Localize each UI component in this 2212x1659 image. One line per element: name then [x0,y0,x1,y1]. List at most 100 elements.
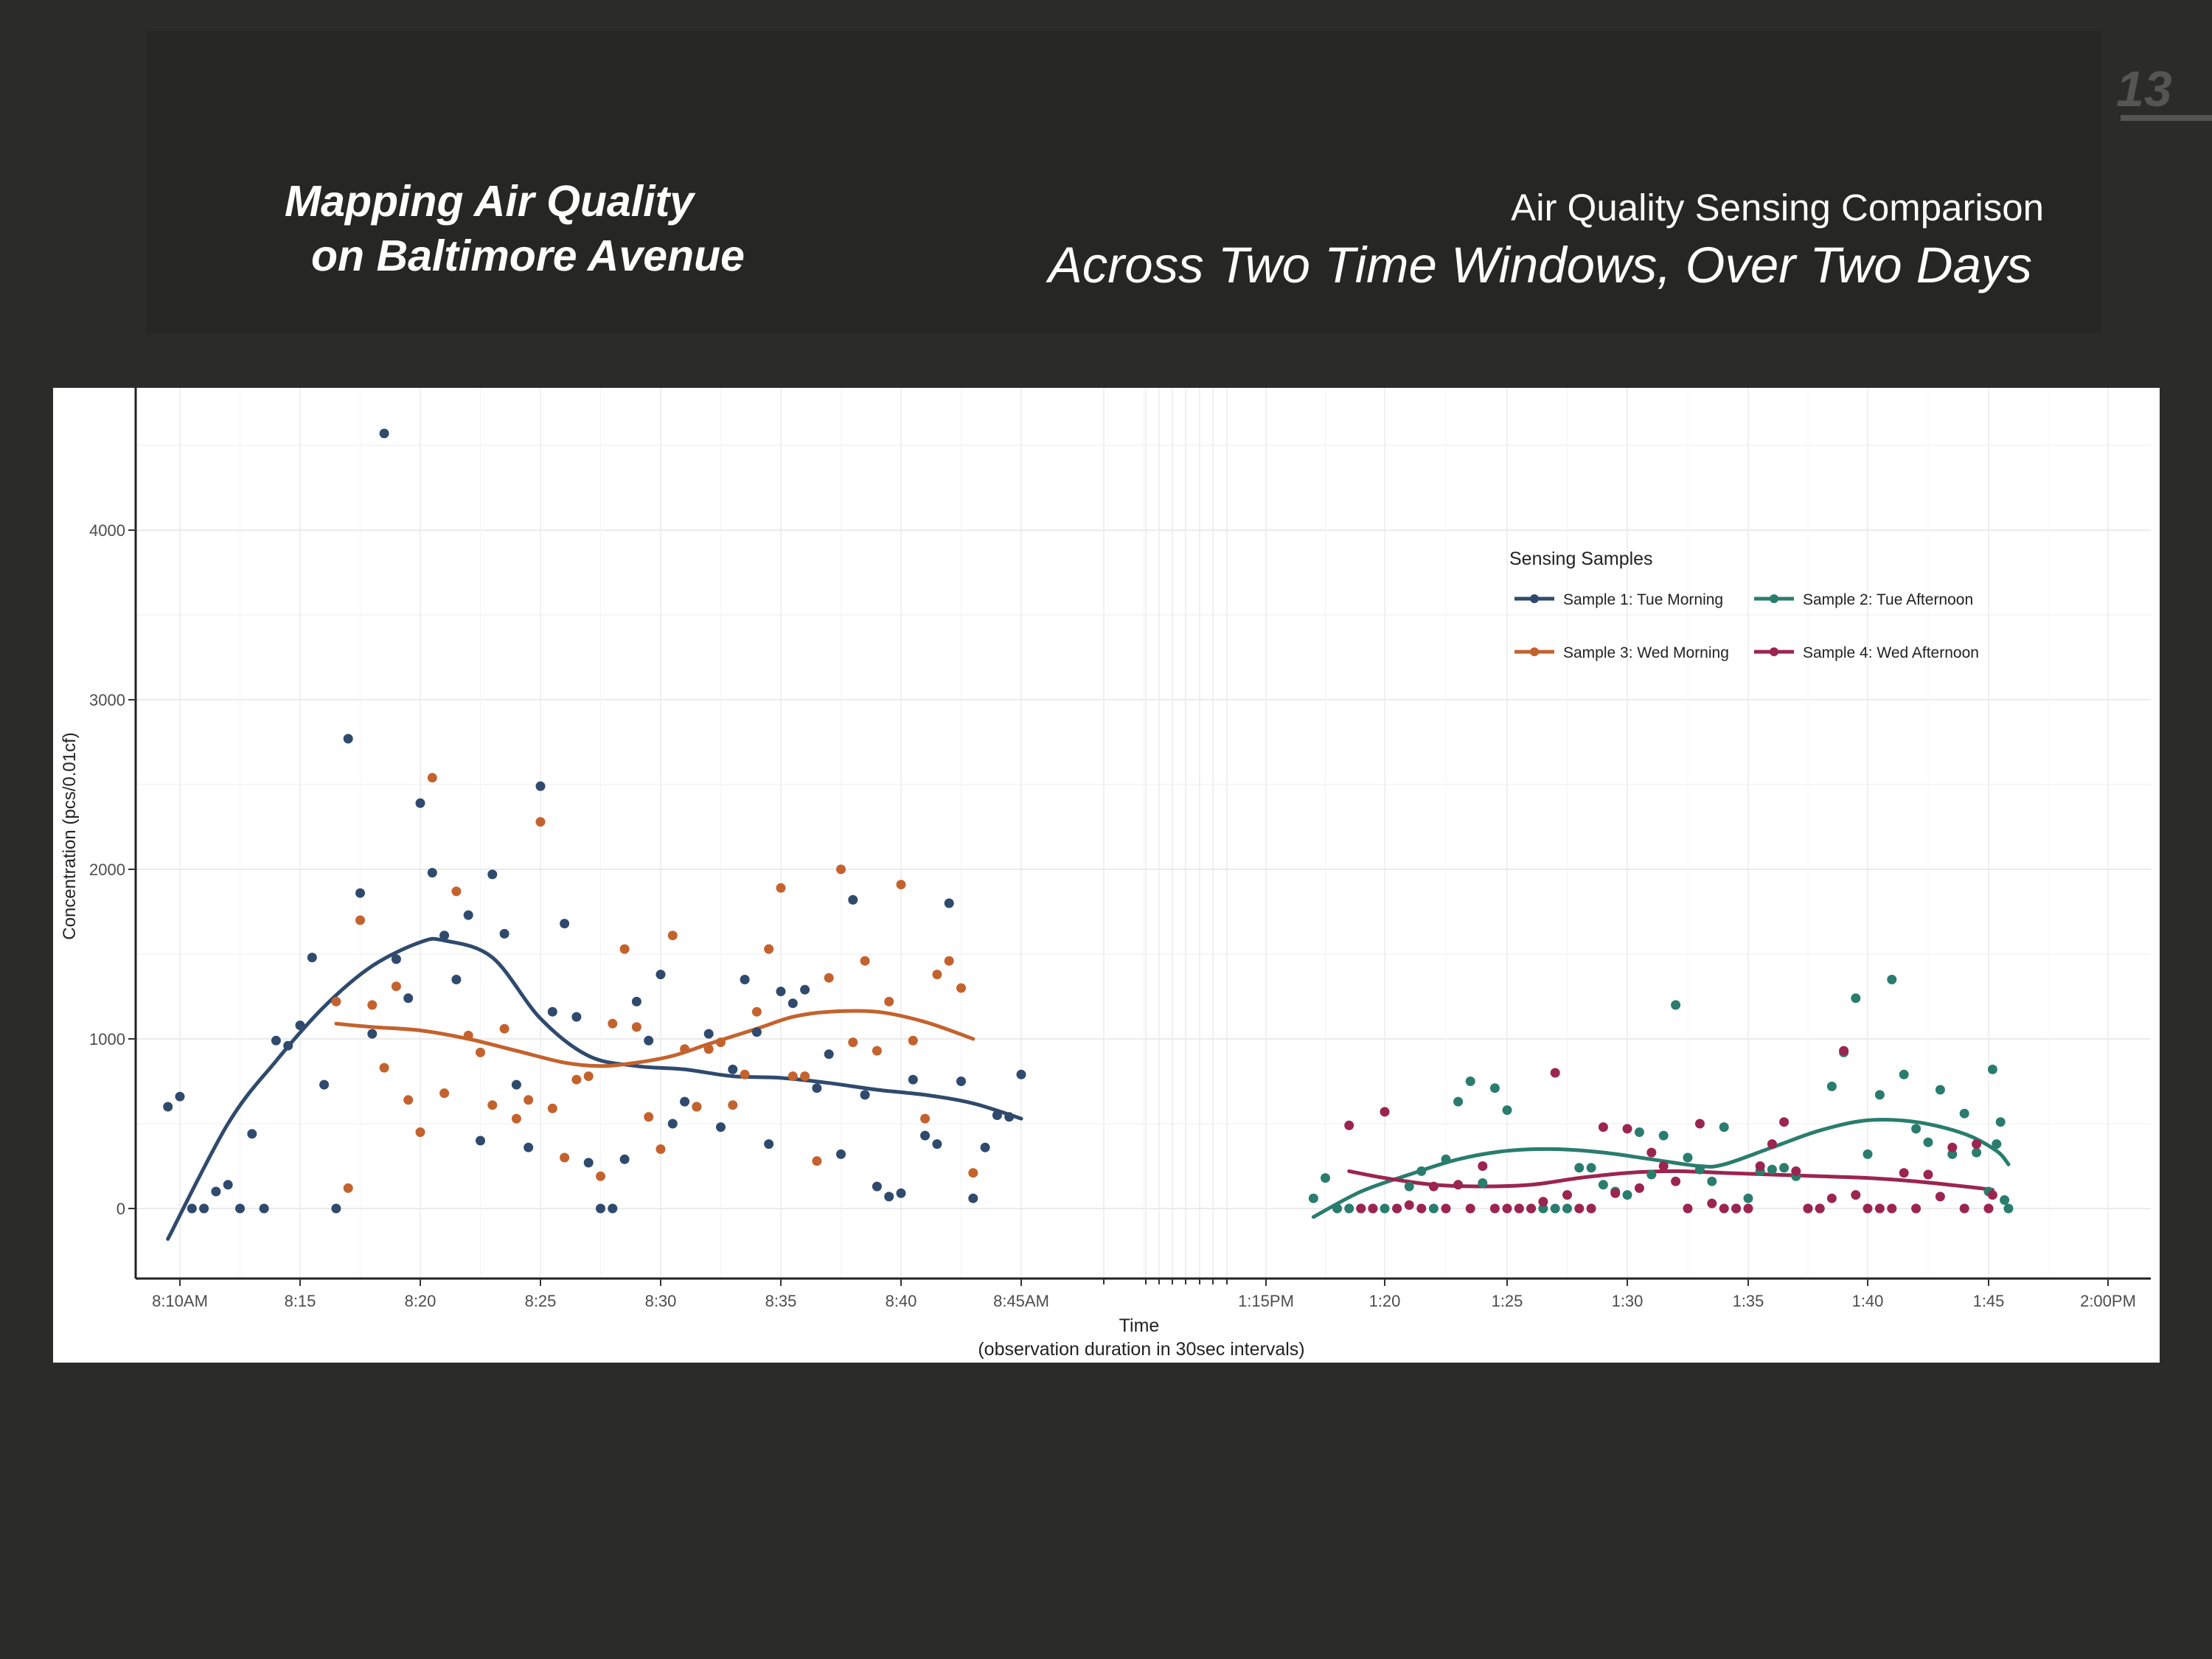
data-point-sample-4-wed-afternoon [1671,1176,1681,1186]
data-point-sample-3-wed-morning [800,1071,810,1082]
data-point-sample-2-tue-afternoon [1694,1164,1705,1175]
data-point-sample-4-wed-afternoon [1344,1120,1354,1130]
data-point-sample-1-tue-morning [776,987,786,997]
data-point-sample-1-tue-morning [680,1096,690,1107]
data-point-sample-3-wed-morning [872,1046,882,1056]
data-point-sample-3-wed-morning [740,1069,750,1079]
data-point-sample-1-tue-morning [992,1110,1002,1120]
data-point-sample-4-wed-afternoon [1851,1190,1861,1200]
data-point-sample-2-tue-afternoon [1308,1193,1318,1203]
data-point-sample-3-wed-morning [535,817,546,827]
data-point-sample-1-tue-morning [451,975,462,984]
data-point-sample-1-tue-morning [271,1035,281,1046]
data-point-sample-1-tue-morning [463,910,473,920]
data-point-sample-3-wed-morning [547,1103,557,1113]
trend-line-sample-4-wed-afternoon [1347,1169,1994,1192]
data-point-sample-1-tue-morning [199,1203,209,1214]
data-point-sample-1-tue-morning [631,996,641,1006]
legend-key-point [1530,647,1539,656]
data-point-sample-4-wed-afternoon [1356,1203,1366,1214]
x-tick-label: 1:15PM [1238,1292,1294,1310]
data-point-sample-4-wed-afternoon [1983,1203,1994,1214]
data-point-sample-2-tue-afternoon [1826,1081,1837,1091]
data-point-sample-1-tue-morning [619,1154,630,1164]
data-point-sample-1-tue-morning [716,1122,726,1133]
header-panel [146,31,2101,333]
data-point-sample-1-tue-morning [223,1180,233,1190]
data-point-sample-4-wed-afternoon [1526,1203,1537,1214]
data-point-sample-1-tue-morning [932,1139,942,1150]
data-point-sample-1-tue-morning [235,1203,245,1214]
data-point-sample-3-wed-morning [776,883,786,893]
data-point-sample-4-wed-afternoon [1947,1142,1958,1152]
data-point-sample-4-wed-afternoon [1959,1203,1969,1214]
data-point-sample-3-wed-morning [908,1035,918,1046]
data-point-sample-1-tue-morning [331,1203,341,1214]
data-point-sample-4-wed-afternoon [1622,1124,1632,1134]
trend-line-sample-3-wed-morning [334,1009,975,1068]
data-point-sample-3-wed-morning [403,1095,414,1105]
x-axis-subtitle: (observation duration in 30sec intervals… [978,1339,1304,1360]
data-point-sample-2-tue-afternoon [1489,1083,1500,1093]
data-point-sample-4-wed-afternoon [1634,1183,1644,1193]
data-point-sample-1-tue-morning [956,1077,966,1086]
deck-title-line2: on Baltimore Avenue [311,232,745,280]
data-point-sample-1-tue-morning [439,931,450,941]
data-point-sample-4-wed-afternoon [1743,1203,1753,1214]
data-point-sample-3-wed-morning [655,1144,666,1154]
data-point-sample-1-tue-morning [211,1186,221,1197]
data-point-sample-1-tue-morning [1016,1069,1026,1079]
data-point-sample-4-wed-afternoon [1911,1203,1921,1214]
data-point-sample-4-wed-afternoon [1538,1197,1548,1207]
data-point-sample-4-wed-afternoon [1887,1203,1897,1214]
data-point-sample-3-wed-morning [932,970,942,980]
data-point-sample-2-tue-afternoon [1899,1069,1909,1079]
data-point-sample-2-tue-afternoon [1947,1149,1958,1159]
data-point-sample-1-tue-morning [487,869,498,880]
data-point-sample-3-wed-morning [560,1152,570,1163]
data-point-sample-3-wed-morning [524,1095,534,1105]
x-axis-title: Time [1119,1315,1160,1336]
data-point-sample-4-wed-afternoon [1803,1203,1813,1214]
data-point-sample-1-tue-morning [511,1079,521,1090]
data-point-sample-3-wed-morning [680,1044,690,1054]
data-point-sample-3-wed-morning [391,981,401,992]
data-point-sample-1-tue-morning [655,970,666,980]
page-number-rule [2121,115,2212,121]
data-point-sample-2-tue-afternoon [1598,1180,1608,1190]
data-point-sample-4-wed-afternoon [1562,1190,1572,1200]
data-point-sample-4-wed-afternoon [1514,1203,1524,1214]
x-tick-label: 1:35 [1733,1292,1764,1310]
data-point-sample-2-tue-afternoon [1562,1203,1572,1214]
data-point-sample-2-tue-afternoon [1935,1085,1945,1095]
data-point-sample-1-tue-morning [379,428,389,439]
x-tick-label: 8:35 [765,1292,797,1310]
legend-key-point [1770,647,1778,656]
data-point-sample-4-wed-afternoon [1404,1200,1414,1210]
data-point-sample-1-tue-morning [283,1040,293,1051]
data-point-sample-1-tue-morning [403,993,414,1004]
data-point-sample-3-wed-morning [787,1071,798,1082]
data-point-sample-3-wed-morning [343,1183,353,1193]
data-point-sample-3-wed-morning [631,1022,641,1032]
data-point-sample-3-wed-morning [944,956,954,966]
slide-subtitle: Air Quality Sensing Comparison [1511,187,2044,229]
data-point-sample-4-wed-afternoon [1478,1161,1488,1171]
data-point-sample-1-tue-morning [596,1203,605,1214]
data-point-sample-2-tue-afternoon [1719,1122,1729,1133]
data-point-sample-4-wed-afternoon [1707,1198,1717,1208]
data-point-sample-2-tue-afternoon [1478,1178,1488,1188]
data-point-sample-4-wed-afternoon [1731,1203,1742,1214]
data-point-sample-2-tue-afternoon [1538,1203,1548,1214]
data-point-sample-2-tue-afternoon [1574,1163,1585,1173]
data-point-sample-3-wed-morning [667,931,678,941]
data-point-sample-2-tue-afternoon [1646,1169,1657,1180]
data-point-sample-2-tue-afternoon [1550,1203,1560,1214]
data-point-sample-1-tue-morning [764,1139,774,1150]
x-tick-label: 8:30 [645,1292,677,1310]
data-point-sample-2-tue-afternoon [1887,975,1897,984]
data-point-sample-3-wed-morning [884,996,894,1006]
data-point-sample-3-wed-morning [836,864,846,874]
data-point-sample-3-wed-morning [860,956,870,966]
data-point-sample-1-tue-morning [944,898,954,908]
